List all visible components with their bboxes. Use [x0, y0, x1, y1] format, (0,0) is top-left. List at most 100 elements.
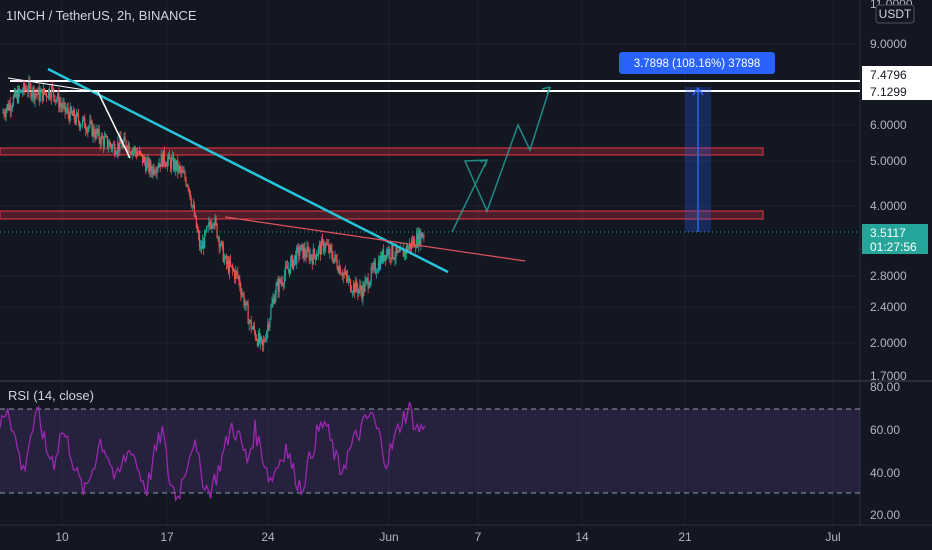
candle-body — [343, 273, 345, 275]
candle-body — [305, 255, 307, 258]
resistance-zone-lower[interactable] — [0, 210, 764, 220]
candle-body — [373, 262, 375, 265]
candle-body — [113, 144, 115, 146]
candle-body — [206, 226, 208, 232]
candle-body — [96, 129, 98, 134]
candle-body — [242, 293, 244, 295]
candle-body — [392, 245, 394, 259]
candle-body — [326, 243, 328, 245]
candle-body — [79, 125, 82, 128]
rsi-band-fill — [0, 409, 860, 493]
candle-body — [218, 237, 220, 248]
candle-body — [18, 88, 21, 92]
candle-body — [19, 90, 22, 92]
candle-body — [34, 93, 36, 100]
candle-body — [90, 120, 92, 122]
candle-body — [24, 82, 26, 90]
candle-body — [215, 217, 217, 224]
candle-body — [342, 273, 344, 277]
red-trendline[interactable] — [224, 216, 526, 262]
white-drop-line[interactable] — [97, 91, 131, 159]
candle-body — [390, 257, 392, 259]
candle-body — [62, 103, 64, 109]
candle-body — [125, 140, 127, 148]
candle-body — [275, 285, 277, 296]
resistance-zone-upper[interactable] — [0, 147, 764, 156]
candle-body — [250, 320, 252, 330]
candle-body — [322, 239, 324, 241]
candle-body — [278, 278, 280, 293]
candle-body — [240, 287, 242, 295]
candle-body — [133, 147, 135, 151]
candle-body — [23, 82, 25, 93]
candle-body — [267, 324, 269, 332]
price-axis[interactable]: 11.0000 9.0000 6.0000 5.0000 4.0000 2.80… — [870, 0, 913, 383]
candle-body — [134, 147, 136, 152]
candle-body — [229, 260, 232, 266]
candle-body — [273, 298, 275, 304]
descending-trendline[interactable] — [47, 67, 449, 274]
white-trendline[interactable] — [7, 77, 99, 93]
candle-body — [377, 261, 380, 271]
currency-badge[interactable] — [875, 4, 915, 24]
rsi-tick: 80.00 — [870, 380, 900, 394]
candle-body — [331, 249, 333, 258]
candle-body — [71, 112, 73, 116]
candle-body — [421, 232, 423, 238]
candle-body — [414, 239, 416, 248]
candle-body — [86, 130, 88, 133]
candle-body — [220, 241, 222, 246]
candle-body — [180, 168, 182, 172]
symbol-title[interactable]: 1INCH / TetherUS, 2h, BINANCE — [6, 8, 197, 23]
candle-body — [294, 255, 296, 260]
candle-body — [83, 116, 85, 119]
candle-body — [72, 109, 74, 116]
candle-body — [175, 160, 177, 170]
candle-body — [191, 205, 193, 207]
candle-body — [371, 267, 373, 270]
candle-body — [184, 172, 186, 179]
candle-body — [285, 266, 288, 268]
projected-path[interactable] — [451, 86, 551, 233]
candle-body — [27, 91, 29, 93]
candle-body — [228, 260, 231, 273]
candle-body — [84, 116, 86, 129]
candle-body — [75, 113, 78, 123]
time-tick: 21 — [678, 530, 692, 544]
candle-body — [297, 246, 299, 248]
candle-body — [361, 290, 363, 299]
candle-body — [102, 138, 104, 147]
candle-body — [209, 222, 211, 226]
time-axis[interactable]: 10 17 24 Jun 7 14 21 Jul — [55, 530, 840, 544]
candle-body — [176, 160, 178, 170]
candle-body — [378, 261, 381, 270]
rsi-title[interactable]: RSI (14, close) — [8, 388, 94, 403]
candle-body — [153, 166, 155, 174]
candle-body — [121, 143, 123, 148]
candle-body — [402, 248, 404, 257]
candle-body — [21, 90, 23, 93]
candle-body — [108, 142, 111, 147]
candle-body — [119, 137, 121, 151]
candle-body — [36, 94, 38, 96]
time-tick: 10 — [55, 530, 69, 544]
candle-body — [396, 247, 398, 253]
candle-body — [419, 230, 421, 245]
candle-body — [198, 234, 201, 247]
grid — [0, 0, 860, 525]
candle-body — [105, 136, 108, 138]
candle-body — [386, 249, 388, 260]
candle-body — [223, 257, 225, 263]
candle-body — [32, 87, 34, 96]
candle-body — [106, 136, 109, 148]
candle-body — [117, 142, 119, 153]
candle-body — [167, 154, 170, 160]
candle-body — [101, 135, 103, 139]
candle-body — [202, 241, 204, 249]
candle-body — [104, 136, 106, 138]
candle-body — [289, 260, 292, 274]
rsi-axis[interactable]: 80.00 60.00 40.00 20.00 — [870, 380, 900, 522]
candle-body — [388, 248, 390, 255]
candle-body — [237, 272, 239, 277]
